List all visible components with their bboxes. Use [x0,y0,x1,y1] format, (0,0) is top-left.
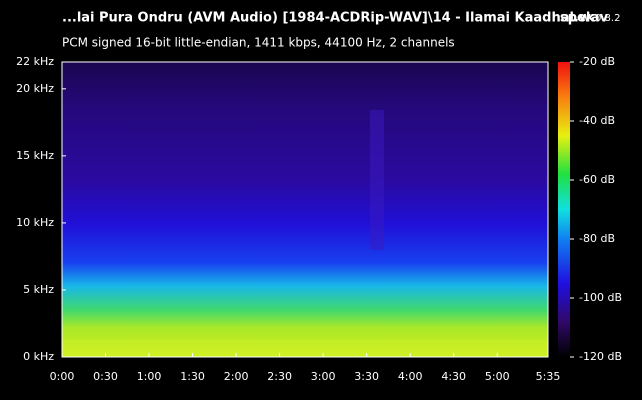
y-tick-label: 15 kHz [16,149,54,162]
x-tick-label: 0:00 [50,370,75,383]
x-tick-label: 5:00 [485,370,510,383]
colorbar-tick-label: -120 dB [579,350,622,363]
y-tick-label: 5 kHz [23,283,54,296]
spectrogram [62,62,548,357]
x-tick-label: 1:00 [137,370,162,383]
x-tick-label: 4:30 [441,370,466,383]
x-tick-label: 3:30 [354,370,379,383]
x-tick-label: 3:00 [311,370,336,383]
colorbar-tick-label: -20 dB [579,55,615,68]
x-tick-label: 5:35 [536,370,561,383]
y-tick-label: 22 kHz [16,55,54,68]
x-tick-label: 2:30 [267,370,292,383]
y-tick-label: 0 kHz [23,350,54,363]
y-tick-label: 10 kHz [16,216,54,229]
colorbar [558,62,570,357]
x-tick-label: 2:00 [224,370,249,383]
app-name: spek [560,11,595,26]
colorbar-tick-label: -40 dB [579,114,615,127]
spectrogram-detail [62,340,548,357]
x-tick-label: 4:00 [398,370,423,383]
app-version: 0.8.2 [595,13,620,24]
file-title: ...lai Pura Ondru (AVM Audio) [1984-ACDR… [62,11,609,26]
colorbar-tick-label: -60 dB [579,173,615,186]
y-tick-label: 20 kHz [16,82,54,95]
axes: 0:00 0:30 1:00 1:30 2:00 2:30 3:00 3:30 4:00 4:30… [16,55,622,383]
stream-info: PCM signed 16-bit little-endian, 1411 kb… [62,36,455,50]
x-tick-label: 1:30 [180,370,205,383]
colorbar-tick-label: -80 dB [579,232,615,245]
x-tick-label: 0:30 [93,370,118,383]
spectrogram-detail [370,110,384,250]
plot-frame [61,61,549,358]
colorbar-tick-label: -100 dB [579,291,622,304]
